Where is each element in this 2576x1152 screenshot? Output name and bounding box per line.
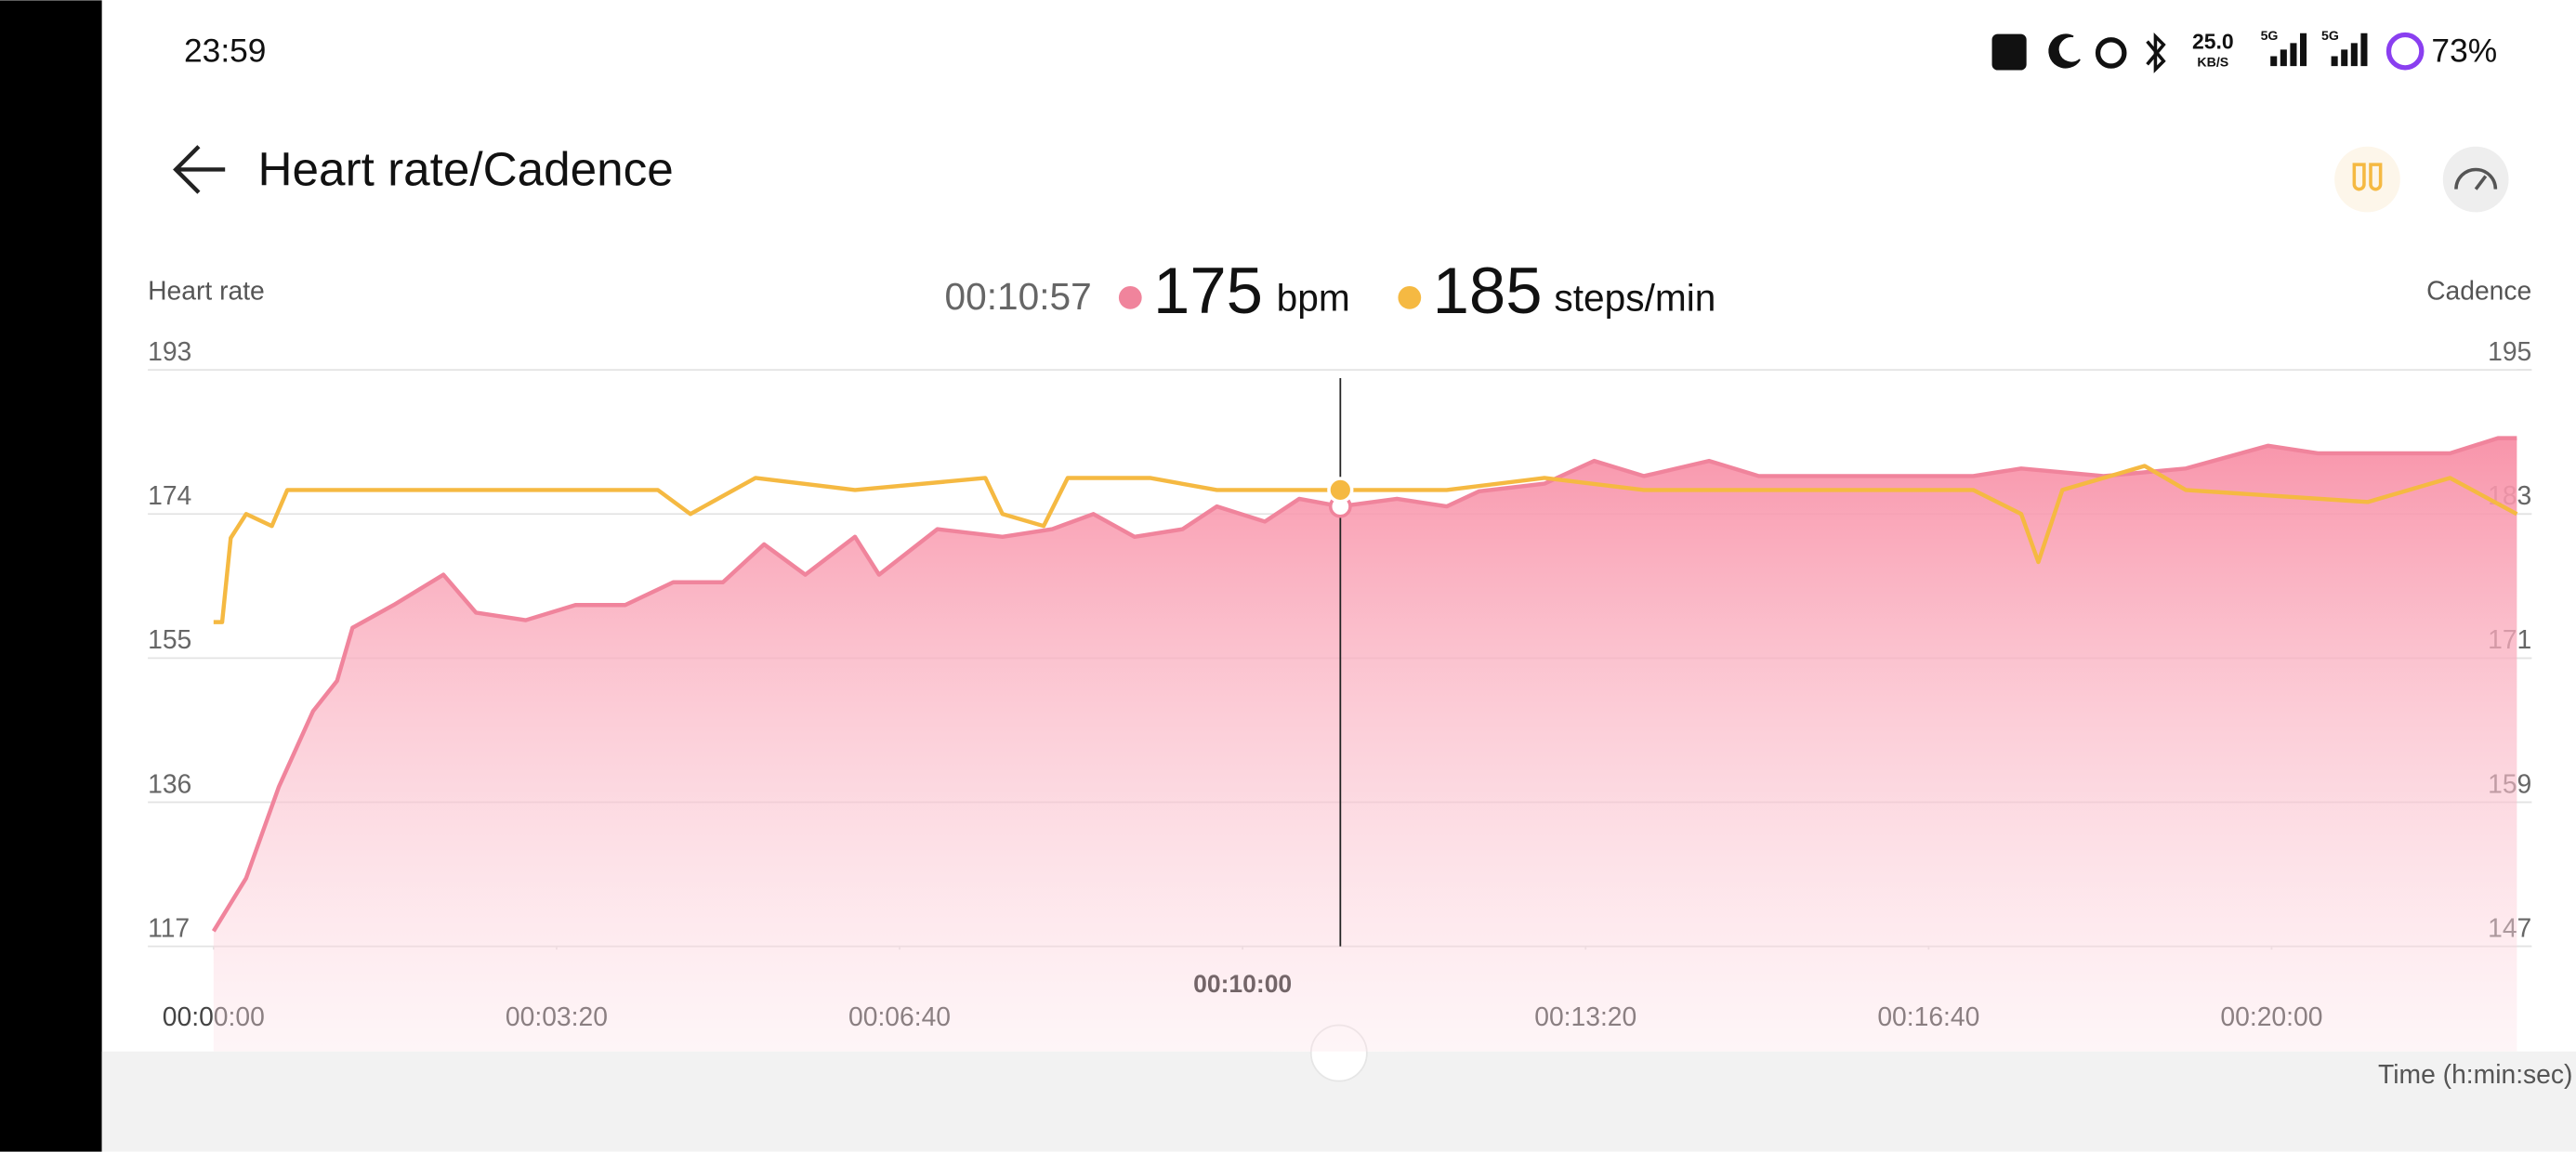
- chart: Heart rate Cadence Time (h:min:sec) 117 136 1…: [148, 254, 2572, 1089]
- back-button[interactable]: [173, 145, 226, 194]
- signal-icon: [2331, 33, 2368, 67]
- readout-unit: steps/min: [1554, 277, 1715, 320]
- net-speed: 25.0: [2192, 29, 2234, 53]
- signal-icon: [2270, 33, 2307, 67]
- readout-unit: bpm: [1277, 277, 1350, 320]
- readout-time: 00:10:57: [945, 275, 1092, 318]
- line: [211, 436, 2517, 933]
- page-title: Heart rate/Cadence: [258, 143, 674, 196]
- cursor-marker: [1327, 477, 1354, 504]
- toggle-bg: [2442, 146, 2509, 213]
- readout-dot: [1118, 285, 1142, 309]
- side-bar: [0, 0, 102, 1152]
- y-tick-label: 193: [148, 336, 191, 366]
- battery-level: 73%: [2431, 33, 2497, 69]
- moon-icon: [2048, 33, 2081, 69]
- line: [213, 464, 2518, 624]
- y2-tick-label: 195: [2488, 336, 2531, 366]
- network-type: 5G: [2321, 28, 2339, 43]
- footprint-icon: [2352, 163, 2383, 191]
- y2-axis-title: Cadence: [2426, 276, 2531, 306]
- readout-value: 175: [1153, 254, 1263, 327]
- bt-icon: [2146, 32, 2166, 73]
- cadence-toggle[interactable]: [2334, 146, 2400, 213]
- readout-dot: [1398, 285, 1422, 309]
- status-time: 23:59: [184, 33, 266, 69]
- y-tick-label: 136: [148, 768, 191, 798]
- readout-value: 185: [1433, 254, 1543, 327]
- area: [213, 438, 2517, 1052]
- alarm-icon: [2095, 37, 2127, 69]
- battery-icon: [2385, 32, 2425, 71]
- gauge-icon: [2454, 167, 2498, 190]
- y-tick-label: 174: [148, 480, 191, 510]
- status-icons: [1991, 32, 2425, 73]
- y-tick-label: 155: [148, 624, 191, 654]
- toggle-bg: [2334, 146, 2400, 213]
- network-type: 5G: [2261, 28, 2279, 43]
- x-axis-title: Time (h:min:sec): [2378, 1059, 2572, 1089]
- y-tick-label: 117: [148, 912, 190, 942]
- nfc-icon: [1991, 33, 2027, 71]
- net-speed-unit: KB/S: [2197, 54, 2228, 69]
- y-axis-title: Heart rate: [148, 276, 265, 306]
- pace-toggle[interactable]: [2442, 146, 2509, 213]
